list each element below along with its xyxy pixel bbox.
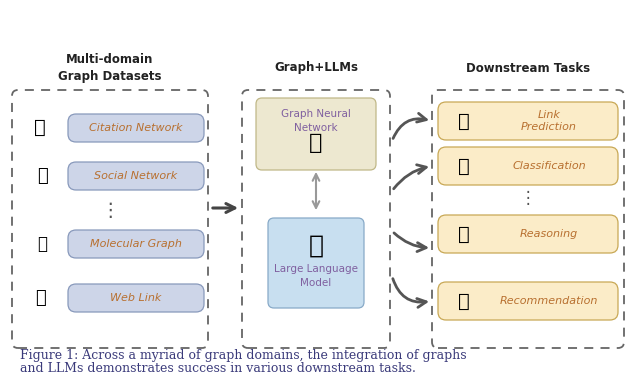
Text: ⋮: ⋮ (520, 189, 536, 207)
Text: Multi-domain
Graph Datasets: Multi-domain Graph Datasets (58, 53, 162, 83)
Text: 🗂: 🗂 (309, 133, 323, 153)
Text: 🔗: 🔗 (458, 112, 470, 130)
Text: Classification: Classification (512, 161, 586, 171)
Text: Reasoning: Reasoning (520, 229, 578, 239)
FancyBboxPatch shape (68, 162, 204, 190)
FancyBboxPatch shape (438, 102, 618, 140)
FancyBboxPatch shape (68, 114, 204, 142)
FancyBboxPatch shape (256, 98, 376, 170)
Text: Social Network: Social Network (94, 171, 178, 181)
Text: 🤖: 🤖 (309, 234, 323, 258)
Text: 👤: 👤 (458, 291, 470, 311)
Text: 🔬: 🔬 (37, 235, 47, 253)
Text: Graph Neural
Network: Graph Neural Network (281, 109, 351, 133)
FancyArrowPatch shape (394, 165, 426, 189)
FancyBboxPatch shape (438, 282, 618, 320)
Text: Figure 1: Across a myriad of graph domains, the integration of graphs: Figure 1: Across a myriad of graph domai… (20, 350, 467, 362)
FancyArrowPatch shape (393, 279, 426, 307)
Text: Graph+LLMs: Graph+LLMs (274, 62, 358, 74)
FancyBboxPatch shape (68, 230, 204, 258)
Text: and LLMs demonstrates success in various downstream tasks.: and LLMs demonstrates success in various… (20, 362, 416, 376)
Text: 🌐: 🌐 (35, 289, 46, 307)
Text: 📊: 📊 (458, 156, 470, 176)
FancyArrowPatch shape (394, 233, 426, 252)
Text: 🕸: 🕸 (37, 167, 48, 185)
Text: Downstream Tasks: Downstream Tasks (466, 62, 590, 74)
FancyBboxPatch shape (438, 147, 618, 185)
Text: Link
Prediction: Link Prediction (521, 110, 577, 132)
Text: Recommendation: Recommendation (500, 296, 598, 306)
Text: 💡: 💡 (458, 224, 470, 244)
Text: Molecular Graph: Molecular Graph (90, 239, 182, 249)
FancyBboxPatch shape (438, 215, 618, 253)
Text: Web Link: Web Link (110, 293, 162, 303)
Text: Citation Network: Citation Network (89, 123, 183, 133)
Text: ⋮: ⋮ (100, 202, 120, 220)
FancyArrowPatch shape (393, 114, 426, 138)
FancyBboxPatch shape (268, 218, 364, 308)
Text: Large Language
Model: Large Language Model (274, 264, 358, 288)
Text: 📋: 📋 (34, 117, 46, 136)
FancyBboxPatch shape (68, 284, 204, 312)
